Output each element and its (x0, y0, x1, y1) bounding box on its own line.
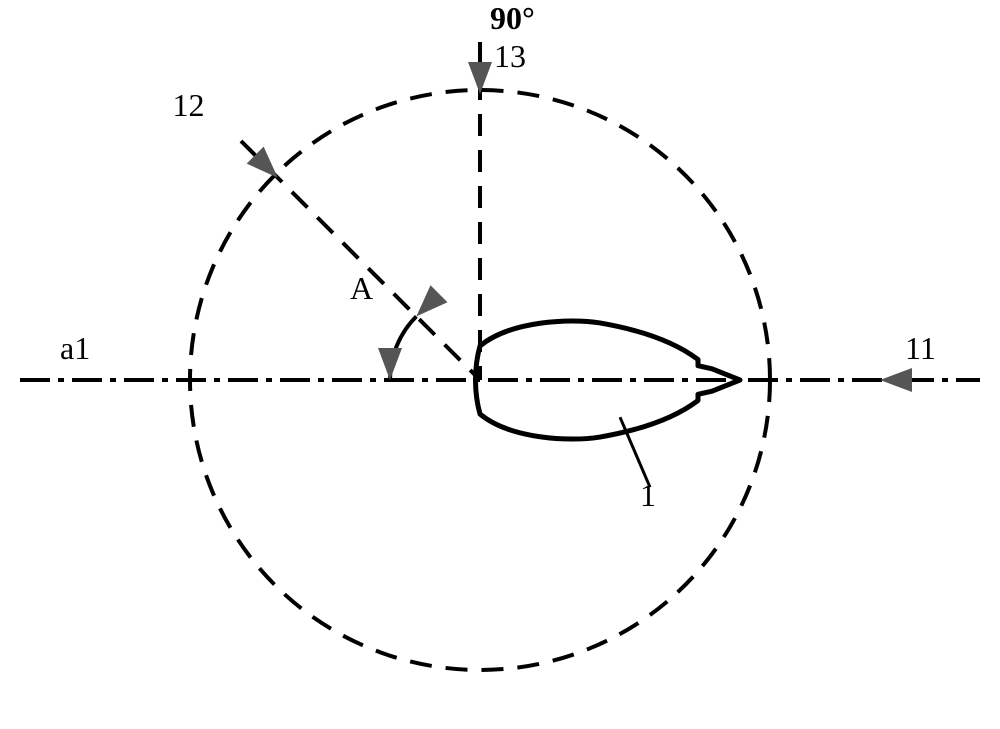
label-13: 13 (494, 38, 526, 75)
label-11: 11 (905, 330, 936, 367)
label-a1: a1 (60, 330, 90, 367)
label-90: 90° (490, 0, 535, 37)
label-A: A (350, 270, 373, 307)
label-12: 12 (173, 87, 205, 124)
label-1: 1 (640, 477, 656, 514)
